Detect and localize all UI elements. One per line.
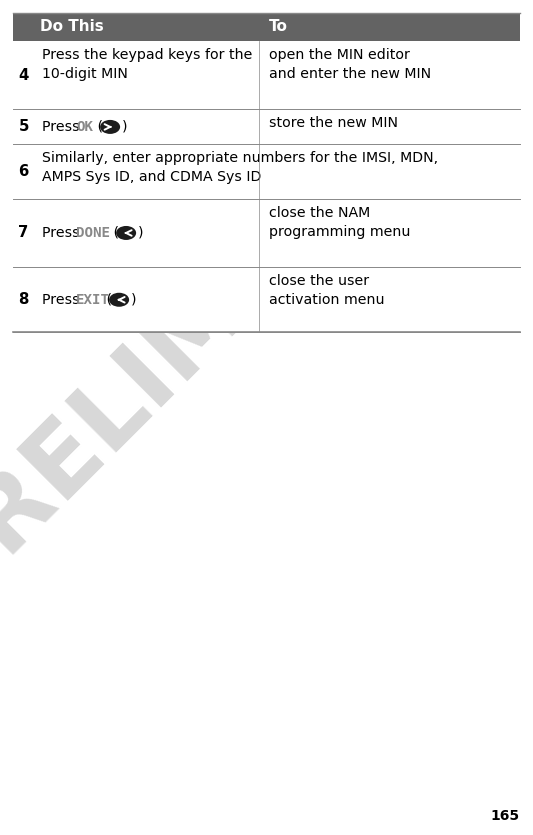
Bar (13, 109, 520, 144)
Ellipse shape (109, 293, 129, 306)
Ellipse shape (116, 226, 136, 240)
Text: ): ) (138, 226, 143, 240)
Text: open the MIN editor
and enter the new MIN: open the MIN editor and enter the new MI… (269, 48, 431, 81)
Bar (13, 267, 520, 332)
Text: OK: OK (76, 120, 93, 134)
Text: 8: 8 (18, 292, 29, 307)
Bar (13, 13, 520, 41)
Text: (: ( (102, 293, 112, 306)
Ellipse shape (100, 120, 120, 134)
Text: Press the keypad keys for the
10-digit MIN: Press the keypad keys for the 10-digit M… (42, 48, 253, 81)
Text: (: ( (109, 226, 119, 240)
Text: Press: Press (42, 120, 84, 134)
Text: close the NAM
programming menu: close the NAM programming menu (269, 205, 410, 239)
Text: Similarly, enter appropriate numbers for the IMSI, MDN,
AMPS Sys ID, and CDMA Sy: Similarly, enter appropriate numbers for… (42, 151, 438, 185)
Bar (13, 41, 520, 109)
Bar (13, 144, 520, 199)
Text: 165: 165 (490, 809, 520, 823)
Text: close the user
activation menu: close the user activation menu (269, 274, 384, 307)
Text: DONE: DONE (76, 226, 110, 240)
Bar (13, 199, 520, 267)
Text: Press: Press (42, 293, 84, 306)
Text: PRELIMINARY: PRELIMINARY (0, 14, 506, 620)
Text: (: ( (93, 120, 103, 134)
Text: Do This: Do This (40, 19, 104, 34)
Text: 4: 4 (18, 68, 29, 83)
Text: Press: Press (42, 226, 84, 240)
Text: ): ) (131, 293, 136, 306)
Text: ): ) (122, 120, 127, 134)
Text: store the new MIN: store the new MIN (269, 116, 398, 130)
Text: 6: 6 (18, 164, 29, 179)
Text: To: To (269, 19, 288, 34)
Text: 7: 7 (18, 225, 29, 240)
Text: 5: 5 (18, 119, 29, 134)
Text: EXIT: EXIT (76, 293, 110, 306)
